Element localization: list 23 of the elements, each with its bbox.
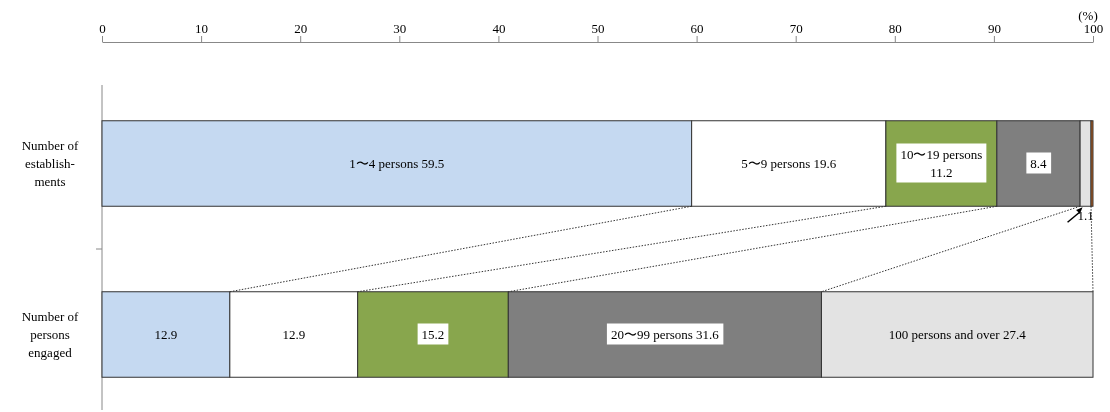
data-label: 12.9	[154, 326, 178, 342]
x-tick-label: 60	[690, 21, 704, 36]
data-label: 1〜4 persons 59.5	[349, 155, 445, 171]
x-tick-label: 10	[195, 21, 209, 36]
data-label: 12.9	[282, 326, 306, 342]
x-tick-label: 0	[99, 21, 106, 36]
x-tick-label: 30	[393, 21, 407, 36]
data-label: 5〜9 persons 19.6	[741, 155, 837, 171]
x-tick-label: 40	[492, 21, 506, 36]
y-tick-label: Number of persons engaged	[21, 308, 80, 360]
data-label: 20〜99 persons 31.6	[610, 326, 720, 342]
x-tick-label: 80	[888, 21, 902, 36]
data-label: 15.2	[421, 326, 445, 342]
x-axis-title: (%)	[1078, 8, 1098, 23]
data-label: 1.1	[1077, 208, 1094, 224]
x-tick-label: 20	[294, 21, 308, 36]
data-label: 8.4	[1030, 155, 1048, 171]
data-label: 100 persons and over 27.4	[888, 326, 1027, 342]
data-label: 10〜19 persons 11.2	[900, 146, 983, 180]
x-tick-label: 50	[591, 21, 605, 36]
x-tick-label: 90	[987, 21, 1001, 36]
y-tick-label: Number of establish- ments	[21, 137, 80, 189]
x-tick-label: 70	[789, 21, 803, 36]
